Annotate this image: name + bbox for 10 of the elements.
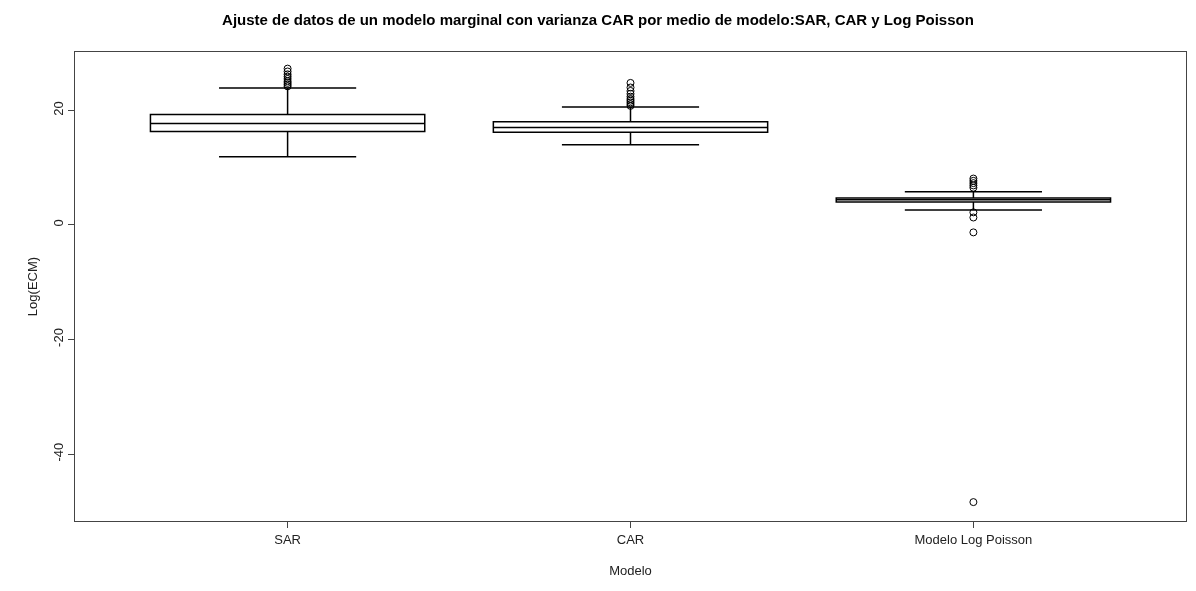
x-tick-label: CAR (616, 531, 645, 547)
y-axis-title: Log(ECM) (24, 256, 40, 317)
y-tick-label: 0 (50, 219, 66, 227)
x-tick-label: Modelo Log Poisson (914, 531, 1033, 547)
x-axis-title: Modelo (609, 563, 652, 579)
y-tick-label: 20 (50, 101, 66, 116)
y-tick-label: -20 (50, 328, 66, 347)
chart-title: Ajuste de datos de un modelo marginal con varianza CAR por medio de modelo:SAR, CAR y Log Poisson (222, 11, 974, 29)
x-tick-label: SAR (274, 531, 301, 547)
y-tick-label: -40 (50, 442, 66, 462)
